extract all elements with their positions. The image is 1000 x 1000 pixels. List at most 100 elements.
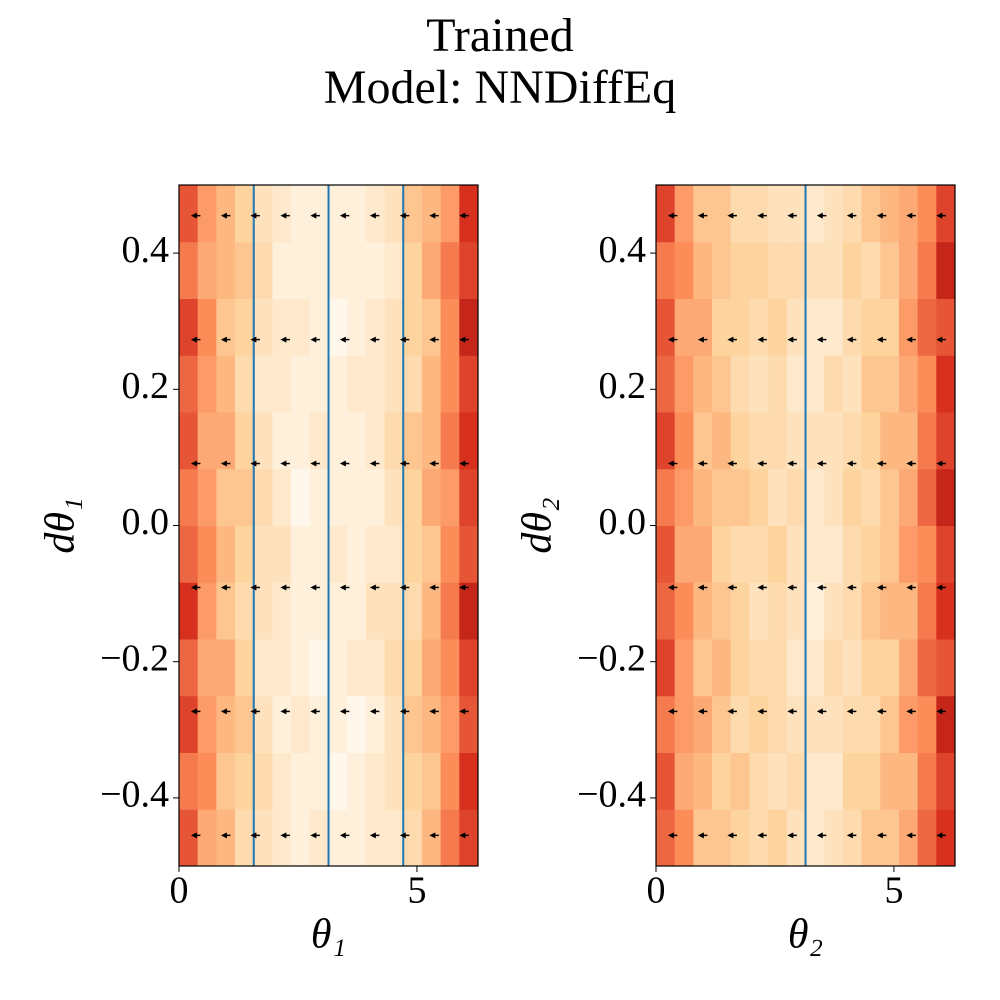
heat-cell — [917, 809, 937, 867]
y-axis-label: dθ₁ — [38, 497, 84, 553]
heat-cell — [786, 525, 806, 583]
arrow-head — [459, 584, 466, 591]
heat-cell — [805, 525, 825, 583]
heat-cell — [842, 298, 863, 356]
arrow-head — [310, 460, 317, 467]
quiver-arrow — [787, 336, 797, 343]
quiver-arrow — [190, 336, 201, 343]
quiver-arrow — [310, 584, 320, 591]
arrow-head — [220, 584, 227, 591]
quiver-arrow — [190, 460, 201, 467]
heat-cell — [786, 468, 806, 526]
y-tick-label: 0.4 — [122, 229, 170, 271]
heat-cell — [365, 525, 386, 583]
heat-cell — [328, 582, 348, 640]
heat-cell — [197, 582, 217, 640]
heat-cell — [440, 525, 460, 583]
heat-cell — [712, 525, 732, 583]
quiver-arrow — [816, 708, 827, 715]
quiver-arrow — [369, 460, 380, 467]
quiver-arrow — [459, 584, 469, 591]
title-line: Model: NNDiffEq — [324, 61, 676, 114]
quiver-arrow — [846, 832, 857, 839]
heat-cell — [216, 355, 236, 413]
heat-cell — [898, 582, 919, 640]
heat-cell — [898, 355, 919, 413]
heat-cell — [179, 582, 199, 640]
heat-cell — [861, 468, 881, 526]
heat-cell — [898, 809, 919, 867]
heat-cell — [656, 468, 676, 526]
heat-cell — [365, 298, 386, 356]
quiver-arrow — [846, 212, 857, 219]
quiver-arrow — [459, 708, 469, 715]
heat-cell — [459, 185, 479, 243]
quiver-arrow — [310, 460, 320, 467]
heat-cell — [328, 185, 348, 243]
quiver-arrow — [787, 460, 797, 467]
heat-cell — [459, 809, 479, 867]
heat-cell — [768, 412, 788, 470]
heat-cell — [179, 639, 199, 697]
quiver-arrow — [757, 708, 767, 715]
heat-cell — [749, 298, 769, 356]
heat-cell — [674, 298, 694, 356]
heat-cell — [272, 695, 292, 753]
quiver-arrow — [667, 584, 678, 591]
heat-cell — [693, 695, 713, 753]
heat-cell — [805, 185, 825, 243]
heat-cell — [235, 639, 255, 697]
heat-cell — [749, 355, 769, 413]
heat-cell — [216, 412, 236, 470]
heat-cell — [384, 582, 404, 640]
heat-cell — [730, 468, 750, 526]
arrow-head — [816, 708, 823, 715]
arrow-head — [280, 584, 287, 591]
quiver-arrow — [399, 212, 410, 219]
quiver-arrow — [667, 708, 678, 715]
heat-cell — [656, 525, 676, 583]
arrow-head — [876, 708, 883, 715]
heat-cell — [365, 468, 386, 526]
heat-cell — [384, 809, 404, 867]
heat-cell — [674, 752, 694, 810]
heat-cell — [253, 298, 273, 356]
heat-cell — [730, 639, 750, 697]
heat-cell — [235, 412, 255, 470]
heat-cell — [880, 468, 900, 526]
quiver-arrow — [787, 708, 797, 715]
heat-cell — [421, 468, 442, 526]
heat-cell — [384, 639, 404, 697]
heat-cell — [309, 298, 329, 356]
heat-cell — [730, 298, 750, 356]
heat-cell — [656, 355, 676, 413]
heat-cell — [328, 639, 348, 697]
quiver-arrow — [727, 708, 737, 715]
heat-cell — [805, 809, 825, 867]
heat-cell — [328, 468, 348, 526]
heat-cell — [936, 241, 956, 299]
heat-cell — [328, 241, 348, 299]
heat-cell — [197, 752, 217, 810]
heat-cell — [880, 639, 900, 697]
heat-cell — [272, 582, 292, 640]
heat-cell — [917, 298, 937, 356]
heat-cell — [936, 355, 956, 413]
heat-cell — [421, 695, 442, 753]
heat-cell — [936, 468, 956, 526]
arrow-head — [250, 832, 257, 839]
quiver-arrow — [250, 336, 260, 343]
heat-cell — [459, 412, 479, 470]
arrow-head — [459, 460, 466, 467]
quiver-arrow — [250, 584, 260, 591]
heat-cell — [197, 695, 217, 753]
heat-cell — [347, 695, 367, 753]
quiver-arrow — [906, 460, 916, 467]
heat-cell — [328, 695, 348, 753]
arrow-head — [429, 832, 436, 839]
arrow-head — [757, 708, 764, 715]
arrow-head — [339, 708, 346, 715]
arrow-head — [787, 336, 794, 343]
heat-cell — [179, 695, 199, 753]
quiver-arrow — [399, 832, 410, 839]
